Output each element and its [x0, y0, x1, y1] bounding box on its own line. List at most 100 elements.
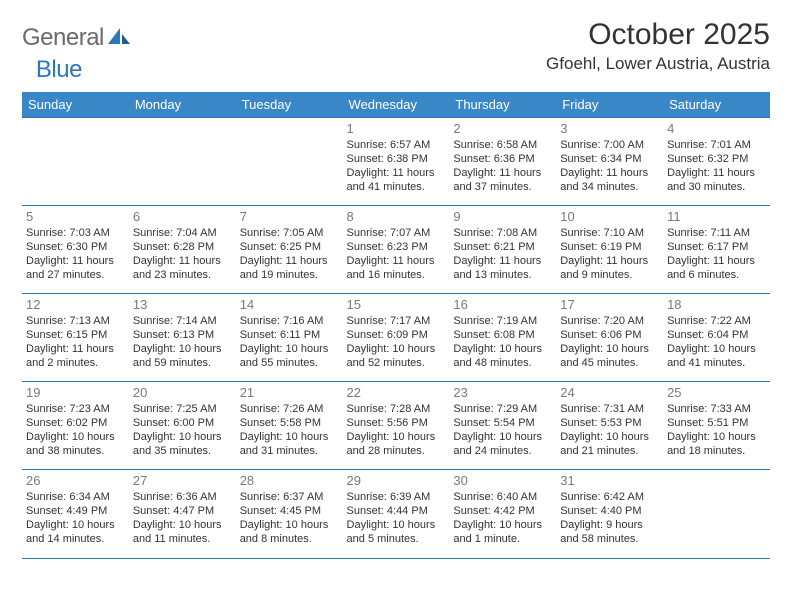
calendar-day-empty [663, 470, 770, 558]
sunrise-text: Sunrise: 7:14 AM [133, 315, 232, 329]
day-number: 18 [667, 297, 766, 313]
daylight-text: Daylight: 10 hours and 52 minutes. [347, 343, 446, 371]
day-number: 21 [240, 385, 339, 401]
day-number: 2 [453, 121, 552, 137]
day-number: 5 [26, 209, 125, 225]
sunset-text: Sunset: 6:02 PM [26, 417, 125, 431]
sunset-text: Sunset: 6:23 PM [347, 241, 446, 255]
day-number: 28 [240, 473, 339, 489]
sunset-text: Sunset: 4:44 PM [347, 505, 446, 519]
sunrise-text: Sunrise: 6:42 AM [560, 491, 659, 505]
brand-text-general: General [22, 24, 104, 52]
sunrise-text: Sunrise: 7:28 AM [347, 403, 446, 417]
calendar-day: 8Sunrise: 7:07 AMSunset: 6:23 PMDaylight… [343, 206, 450, 294]
day-number: 30 [453, 473, 552, 489]
calendar-day: 27Sunrise: 6:36 AMSunset: 4:47 PMDayligh… [129, 470, 236, 558]
sunrise-text: Sunrise: 7:08 AM [453, 227, 552, 241]
calendar-day: 6Sunrise: 7:04 AMSunset: 6:28 PMDaylight… [129, 206, 236, 294]
day-number: 6 [133, 209, 232, 225]
calendar-day-empty [22, 118, 129, 206]
daylight-text: Daylight: 10 hours and 55 minutes. [240, 343, 339, 371]
calendar-day: 22Sunrise: 7:28 AMSunset: 5:56 PMDayligh… [343, 382, 450, 470]
daylight-text: Daylight: 10 hours and 38 minutes. [26, 431, 125, 459]
calendar-day: 20Sunrise: 7:25 AMSunset: 6:00 PMDayligh… [129, 382, 236, 470]
day-number: 13 [133, 297, 232, 313]
day-number: 8 [347, 209, 446, 225]
daylight-text: Daylight: 11 hours and 23 minutes. [133, 255, 232, 283]
sunrise-text: Sunrise: 7:25 AM [133, 403, 232, 417]
sunrise-text: Sunrise: 6:34 AM [26, 491, 125, 505]
daylight-text: Daylight: 10 hours and 8 minutes. [240, 519, 339, 547]
dow-thursday: Thursday [449, 92, 556, 118]
sunrise-text: Sunrise: 6:58 AM [453, 139, 552, 153]
sunrise-text: Sunrise: 7:20 AM [560, 315, 659, 329]
day-number: 26 [26, 473, 125, 489]
daylight-text: Daylight: 10 hours and 48 minutes. [453, 343, 552, 371]
daylight-text: Daylight: 10 hours and 59 minutes. [133, 343, 232, 371]
calendar-day: 28 Sunrise: 6:37 AMSunset: 4:45 PMDayligh… [236, 470, 343, 558]
sunset-text: Sunset: 6:09 PM [347, 329, 446, 343]
sunrise-text: Sunrise: 6:57 AM [347, 139, 446, 153]
calendar-week: 26 Sunrise: 6:34 AMSunset: 4:49 PM Dayligh… [22, 470, 770, 558]
daylight-text: Daylight: 11 hours and 37 minutes. [453, 167, 552, 195]
sunset-text: Sunset: 4:42 PM [453, 505, 552, 519]
day-number: 11 [667, 209, 766, 225]
calendar-week: 5Sunrise: 7:03 AMSunset: 6:30 PMDaylight… [22, 206, 770, 294]
day-number: 17 [560, 297, 659, 313]
brand-text-blue: Blue [36, 56, 82, 84]
sunset-text: Sunset: 6:15 PM [26, 329, 125, 343]
sunset-text: Sunset: 5:54 PM [453, 417, 552, 431]
calendar-day: 7Sunrise: 7:05 AMSunset: 6:25 PMDaylight… [236, 206, 343, 294]
calendar-day: 31Sunrise: 6:42 AMSunset: 4:40 PMDayligh… [556, 470, 663, 558]
day-number: 16 [453, 297, 552, 313]
sunrise-text: Sunrise: 7:19 AM [453, 315, 552, 329]
daylight-text: Daylight: 10 hours and 21 minutes. [560, 431, 659, 459]
calendar-day: 16Sunrise: 7:19 AMSunset: 6:08 PMDayligh… [449, 294, 556, 382]
day-number: 27 [133, 473, 232, 489]
daylight-text: Daylight: 10 hours and 28 minutes. [347, 431, 446, 459]
dow-row: Sunday Monday Tuesday Wednesday Thursday… [22, 92, 770, 118]
calendar-day: 15Sunrise: 7:17 AMSunset: 6:09 PMDayligh… [343, 294, 450, 382]
calendar-day: 4Sunrise: 7:01 AMSunset: 6:32 PMDaylight… [663, 118, 770, 206]
daylight-text: Daylight: 10 hours and 35 minutes. [133, 431, 232, 459]
brand-logo: General [22, 24, 132, 52]
sunset-text: Sunset: 6:17 PM [667, 241, 766, 255]
sunrise-text: Sunrise: 7:17 AM [347, 315, 446, 329]
sunset-text: Sunset: 4:47 PM [133, 505, 232, 519]
sunrise-text: Sunrise: 7:00 AM [560, 139, 659, 153]
daylight-text: Daylight: 11 hours and 19 minutes. [240, 255, 339, 283]
calendar-day: 25Sunrise: 7:33 AMSunset: 5:51 PMDayligh… [663, 382, 770, 470]
calendar-table: Sunday Monday Tuesday Wednesday Thursday… [22, 92, 770, 558]
calendar-day: 5Sunrise: 7:03 AMSunset: 6:30 PMDaylight… [22, 206, 129, 294]
sunset-text: Sunset: 6:32 PM [667, 153, 766, 167]
day-number: 29 [347, 473, 446, 489]
sunrise-text: Sunrise: 7:22 AM [667, 315, 766, 329]
sunrise-text: Sunrise: 7:11 AM [667, 227, 766, 241]
day-number: 31 [560, 473, 659, 489]
sunrise-text: Sunrise: 7:04 AM [133, 227, 232, 241]
daylight-text: Daylight: 10 hours and 31 minutes. [240, 431, 339, 459]
sunset-text: Sunset: 4:45 PM [240, 505, 339, 519]
sunset-text: Sunset: 6:13 PM [133, 329, 232, 343]
sunset-text: Sunset: 5:53 PM [560, 417, 659, 431]
calendar-week: 12Sunrise: 7:13 AMSunset: 6:15 PMDayligh… [22, 294, 770, 382]
day-number: 20 [133, 385, 232, 401]
daylight-text: Daylight: 11 hours and 16 minutes. [347, 255, 446, 283]
sunrise-text: Sunrise: 7:13 AM [26, 315, 125, 329]
month-title: October 2025 [546, 18, 770, 52]
daylight-text: Daylight: 10 hours and 11 minutes. [133, 519, 232, 547]
calendar-bottom-rule [22, 558, 770, 559]
sunrise-text: Sunrise: 7:05 AM [240, 227, 339, 241]
day-number: 7 [240, 209, 339, 225]
sunset-text: Sunset: 4:49 PM [26, 505, 125, 519]
sunrise-text: Sunrise: 6:40 AM [453, 491, 552, 505]
sunset-text: Sunset: 6:04 PM [667, 329, 766, 343]
day-number: 23 [453, 385, 552, 401]
title-block: October 2025 Gfoehl, Lower Austria, Aust… [546, 18, 770, 74]
sunset-text: Sunset: 6:34 PM [560, 153, 659, 167]
calendar-day: 30Sunrise: 6:40 AMSunset: 4:42 PMDayligh… [449, 470, 556, 558]
sunrise-text: Sunrise: 6:37 AM [240, 491, 339, 505]
sunrise-text: Sunrise: 7:03 AM [26, 227, 125, 241]
sunrise-text: Sunrise: 7:29 AM [453, 403, 552, 417]
sunrise-text: Sunrise: 7:01 AM [667, 139, 766, 153]
